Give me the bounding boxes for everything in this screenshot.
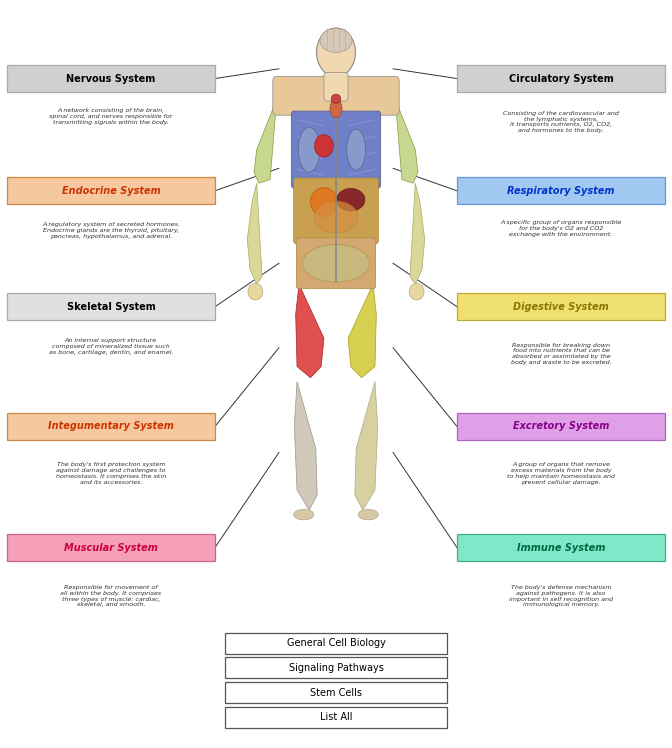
Text: Circulatory System: Circulatory System <box>509 73 614 84</box>
Text: Excretory System: Excretory System <box>513 421 610 432</box>
FancyBboxPatch shape <box>457 177 665 204</box>
Ellipse shape <box>347 129 366 171</box>
Polygon shape <box>254 97 277 183</box>
Text: A specific group of organs responsible
for the body's O2 and CO2
exchange with t: A specific group of organs responsible f… <box>501 220 622 236</box>
Ellipse shape <box>409 283 424 300</box>
FancyBboxPatch shape <box>7 293 215 320</box>
Ellipse shape <box>331 94 341 103</box>
Ellipse shape <box>294 509 314 520</box>
Ellipse shape <box>317 28 355 77</box>
Text: A network consisting of the brain,
spinal cord, and nerves responsible for
trans: A network consisting of the brain, spina… <box>49 108 173 125</box>
Polygon shape <box>247 183 262 284</box>
FancyBboxPatch shape <box>296 238 376 289</box>
Polygon shape <box>296 284 324 378</box>
Text: Muscular System: Muscular System <box>64 542 158 553</box>
Ellipse shape <box>314 201 358 233</box>
Text: Digestive System: Digestive System <box>513 301 609 312</box>
Ellipse shape <box>337 188 365 211</box>
Text: A regulatory system of secreted hormones.
Endocrine glands are the thyroid, pitu: A regulatory system of secreted hormones… <box>42 222 180 239</box>
Text: Signaling Pathways: Signaling Pathways <box>288 663 384 673</box>
Ellipse shape <box>310 188 337 216</box>
Text: General Cell Biology: General Cell Biology <box>286 638 386 649</box>
Ellipse shape <box>298 127 320 172</box>
FancyBboxPatch shape <box>457 534 665 561</box>
Text: A group of organs that remove
excess materials from the body
to help maintain ho: A group of organs that remove excess mat… <box>507 462 615 485</box>
FancyBboxPatch shape <box>324 73 348 101</box>
FancyBboxPatch shape <box>457 293 665 320</box>
Text: Integumentary System: Integumentary System <box>48 421 174 432</box>
Ellipse shape <box>248 283 263 300</box>
Text: Respiratory System: Respiratory System <box>507 186 615 196</box>
Ellipse shape <box>314 135 333 157</box>
FancyBboxPatch shape <box>225 707 447 728</box>
FancyBboxPatch shape <box>225 682 447 703</box>
Text: Immune System: Immune System <box>517 542 605 553</box>
FancyBboxPatch shape <box>7 413 215 440</box>
Polygon shape <box>348 284 376 378</box>
FancyBboxPatch shape <box>457 413 665 440</box>
Text: Skeletal System: Skeletal System <box>67 301 155 312</box>
Ellipse shape <box>302 245 370 282</box>
Ellipse shape <box>358 509 378 520</box>
Polygon shape <box>410 183 425 284</box>
FancyBboxPatch shape <box>7 65 215 92</box>
Text: Endocrine System: Endocrine System <box>62 186 160 196</box>
FancyBboxPatch shape <box>225 657 447 678</box>
Polygon shape <box>355 381 378 510</box>
Text: The body's first protection system
against damage and challenges to
homeostasis.: The body's first protection system again… <box>56 462 166 485</box>
Text: An internal support structure
composed of mineralized tissue such
as bone, carti: An internal support structure composed o… <box>48 338 173 355</box>
FancyBboxPatch shape <box>7 534 215 561</box>
FancyBboxPatch shape <box>294 178 378 244</box>
Text: Responsible for breaking down
food into nutrients that can be
absorbed or assimi: Responsible for breaking down food into … <box>511 343 612 365</box>
Polygon shape <box>395 97 418 183</box>
Text: Responsible for movement of
all within the body. It comprises
three types of mus: Responsible for movement of all within t… <box>60 585 161 607</box>
Text: Consisting of the cardiovascular and
the lymphatic systems,
it transports nutrie: Consisting of the cardiovascular and the… <box>503 111 619 133</box>
Polygon shape <box>294 381 317 510</box>
FancyBboxPatch shape <box>225 633 447 654</box>
Text: Stem Cells: Stem Cells <box>310 687 362 698</box>
FancyBboxPatch shape <box>7 177 215 204</box>
FancyBboxPatch shape <box>457 65 665 92</box>
Text: The body's defense mechanism
against pathogens. It is also
important in self rec: The body's defense mechanism against pat… <box>509 585 613 607</box>
FancyBboxPatch shape <box>292 111 380 188</box>
Ellipse shape <box>320 28 352 52</box>
Text: Nervous System: Nervous System <box>67 73 155 84</box>
FancyBboxPatch shape <box>273 76 399 115</box>
Text: List All: List All <box>320 712 352 723</box>
Ellipse shape <box>330 99 342 118</box>
